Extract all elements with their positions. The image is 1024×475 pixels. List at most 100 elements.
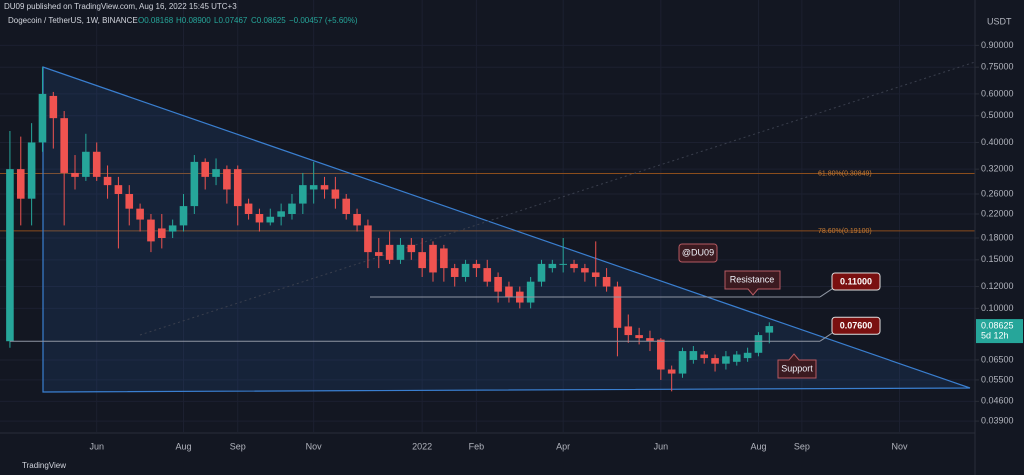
x-tick-label: Apr xyxy=(556,441,570,451)
candle-body xyxy=(374,252,383,256)
y-tick-label: 0.05500 xyxy=(981,374,1014,384)
candle-body xyxy=(244,203,253,215)
x-tick-label: Feb xyxy=(469,441,485,451)
candle-body xyxy=(233,169,242,207)
candle-body xyxy=(277,211,285,217)
candle-body xyxy=(700,354,709,359)
x-tick-label: Sep xyxy=(230,441,246,451)
candle-body xyxy=(548,263,557,269)
candle-body xyxy=(461,263,470,277)
candle-body xyxy=(667,369,676,374)
candle-body xyxy=(505,286,513,297)
candle-body xyxy=(765,326,774,333)
candle-body xyxy=(309,185,318,190)
candle-body xyxy=(754,335,763,353)
fib-label: 78.60%(0.19100) xyxy=(818,228,872,235)
x-tick-label: Nov xyxy=(306,441,323,451)
candle-body xyxy=(125,194,134,209)
countdown: 5d 12h xyxy=(981,330,1009,340)
candle-body xyxy=(722,356,730,364)
candle-body xyxy=(212,169,220,177)
x-tick-label: Sep xyxy=(794,441,810,451)
candle-body xyxy=(201,161,209,177)
candle-body xyxy=(559,263,567,265)
last-price-label: 0.08625 xyxy=(981,320,1014,330)
ohlc-open: O0.08168 xyxy=(138,16,174,25)
candle-body xyxy=(147,219,155,242)
candle-body xyxy=(331,189,340,199)
level-box xyxy=(831,316,881,335)
candle-body xyxy=(581,268,589,273)
candle-body xyxy=(342,198,351,215)
candle-body xyxy=(158,228,166,239)
candle-body xyxy=(82,151,90,177)
candle-body xyxy=(255,214,264,223)
ohlc-low: L0.07467 xyxy=(214,16,248,25)
candle-body xyxy=(320,185,329,190)
x-tick-label: Jun xyxy=(89,441,104,451)
y-tick-label: 0.26000 xyxy=(981,188,1014,198)
fib-label: 61.80%(0.30849) xyxy=(818,170,872,177)
candle-body xyxy=(38,93,47,143)
candle-body xyxy=(396,244,405,260)
triangle-pattern xyxy=(42,66,971,393)
y-tick-label: 0.90000 xyxy=(981,40,1014,50)
y-tick-label: 0.50000 xyxy=(981,110,1014,120)
candle-body xyxy=(646,338,654,342)
level-box xyxy=(831,272,881,291)
annotation-resistance: Resistance xyxy=(724,270,781,296)
x-tick-label: Aug xyxy=(750,441,766,451)
candle-body xyxy=(418,252,426,269)
candle-body xyxy=(92,151,101,177)
candle-body xyxy=(743,352,752,359)
y-tick-label: 0.04600 xyxy=(981,396,1014,406)
candle-body xyxy=(114,185,123,195)
y-tick-label: 0.12000 xyxy=(981,281,1014,291)
candle-body xyxy=(71,172,79,177)
candle-body xyxy=(223,169,231,190)
x-tick-label: Aug xyxy=(175,441,191,451)
annotation-text: Resistance xyxy=(730,274,775,284)
annotation-box xyxy=(678,243,718,263)
candle-body xyxy=(6,169,14,342)
x-tick-label: 2022 xyxy=(412,441,432,451)
candle-body xyxy=(613,286,622,328)
annotation-box xyxy=(724,270,781,296)
fib-trend xyxy=(139,61,976,336)
x-tick-label: Nov xyxy=(891,441,908,451)
candle-body xyxy=(472,263,481,269)
y-tick-label: 0.32000 xyxy=(981,164,1014,174)
candle-body xyxy=(624,326,633,336)
y-tick-label: 0.10000 xyxy=(981,303,1014,313)
candle-body xyxy=(450,268,459,277)
candle-body xyxy=(732,354,741,362)
candle-body xyxy=(657,339,665,370)
candle-body xyxy=(678,351,687,374)
candle-body xyxy=(179,206,188,226)
candle-body xyxy=(440,248,448,269)
level-label: 0.07600 xyxy=(840,321,873,331)
candle-body xyxy=(711,358,719,364)
annotation-author: @DU09 xyxy=(678,243,718,263)
candle-body xyxy=(103,176,112,186)
candle-body xyxy=(526,281,535,303)
candle-body xyxy=(299,185,307,204)
candle-body xyxy=(168,225,177,232)
brand: TradingView xyxy=(22,461,66,470)
candle-body xyxy=(27,142,36,199)
plot: 0.11000 0.07600 xyxy=(6,67,881,392)
candle-body xyxy=(537,263,546,282)
annotation-box xyxy=(777,353,817,379)
annotation-support: Support xyxy=(777,353,817,379)
published: DU09 published on TradingView.com, Aug 1… xyxy=(4,2,237,11)
y-tick-label: 0.06500 xyxy=(981,354,1014,364)
level-connector xyxy=(819,288,833,298)
candle-body xyxy=(353,214,361,226)
x-tick-label: Jun xyxy=(654,441,669,451)
candle-body xyxy=(483,268,492,282)
ohlc-close: C0.08625 xyxy=(251,16,286,25)
candle-body xyxy=(60,118,68,173)
candle-body xyxy=(288,203,296,215)
